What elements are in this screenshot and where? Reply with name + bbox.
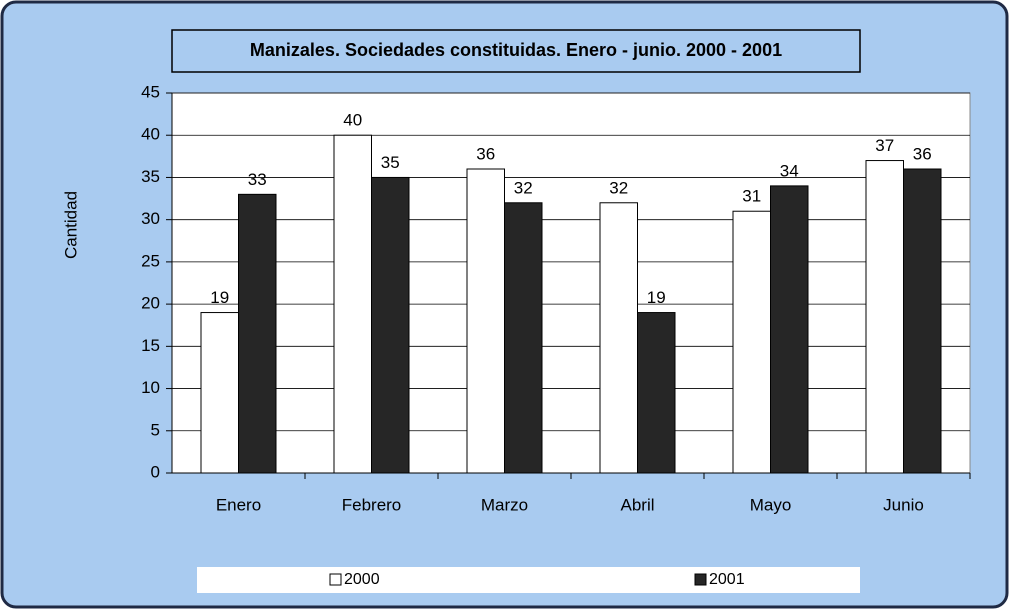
chart-title: Manizales. Sociedades constituidas. Ener…	[250, 40, 782, 60]
y-tick-label: 15	[141, 336, 160, 355]
x-tick-label: Marzo	[481, 495, 528, 514]
x-tick-label: Junio	[883, 495, 924, 514]
y-tick-label: 0	[151, 462, 160, 481]
data-label: 35	[381, 153, 400, 172]
title-box	[171, 29, 861, 73]
data-label: 34	[780, 161, 799, 180]
bar	[770, 185, 809, 474]
data-label: 31	[742, 187, 761, 206]
bar	[504, 202, 543, 474]
y-tick-label: 10	[141, 378, 160, 397]
bar	[865, 160, 904, 474]
bar	[466, 168, 505, 474]
bar	[637, 312, 676, 474]
data-label: 19	[210, 288, 229, 307]
y-tick-label: 20	[141, 294, 160, 313]
legend-box	[197, 567, 860, 593]
y-tick-label: 40	[141, 125, 160, 144]
legend-label: 2001	[709, 571, 745, 588]
bar	[903, 168, 942, 474]
y-axis-label: Cantidad	[61, 191, 80, 259]
legend-swatch	[694, 573, 707, 586]
y-tick-label: 5	[151, 420, 160, 439]
bar	[200, 312, 239, 474]
y-tick-label: 25	[141, 251, 160, 270]
data-label: 33	[248, 170, 267, 189]
bar	[333, 134, 372, 474]
data-label: 32	[609, 178, 628, 197]
x-tick-label: Mayo	[750, 495, 792, 514]
data-label: 36	[476, 144, 495, 163]
bar	[732, 210, 771, 474]
bar	[371, 176, 410, 474]
x-tick-label: Abril	[620, 495, 654, 514]
x-tick-label: Febrero	[342, 495, 402, 514]
y-tick-label: 35	[141, 167, 160, 186]
data-label: 19	[647, 288, 666, 307]
data-label: 32	[514, 178, 533, 197]
data-label: 37	[875, 136, 894, 155]
data-label: 40	[343, 111, 362, 130]
y-tick-label: 30	[141, 209, 160, 228]
bar	[238, 193, 277, 474]
plot-area	[171, 92, 971, 474]
legend-label: 2000	[344, 571, 380, 588]
bar	[599, 202, 638, 474]
data-label: 36	[913, 144, 932, 163]
y-tick-label: 45	[141, 82, 160, 101]
legend-swatch	[329, 573, 342, 586]
x-tick-label: Enero	[216, 495, 261, 514]
